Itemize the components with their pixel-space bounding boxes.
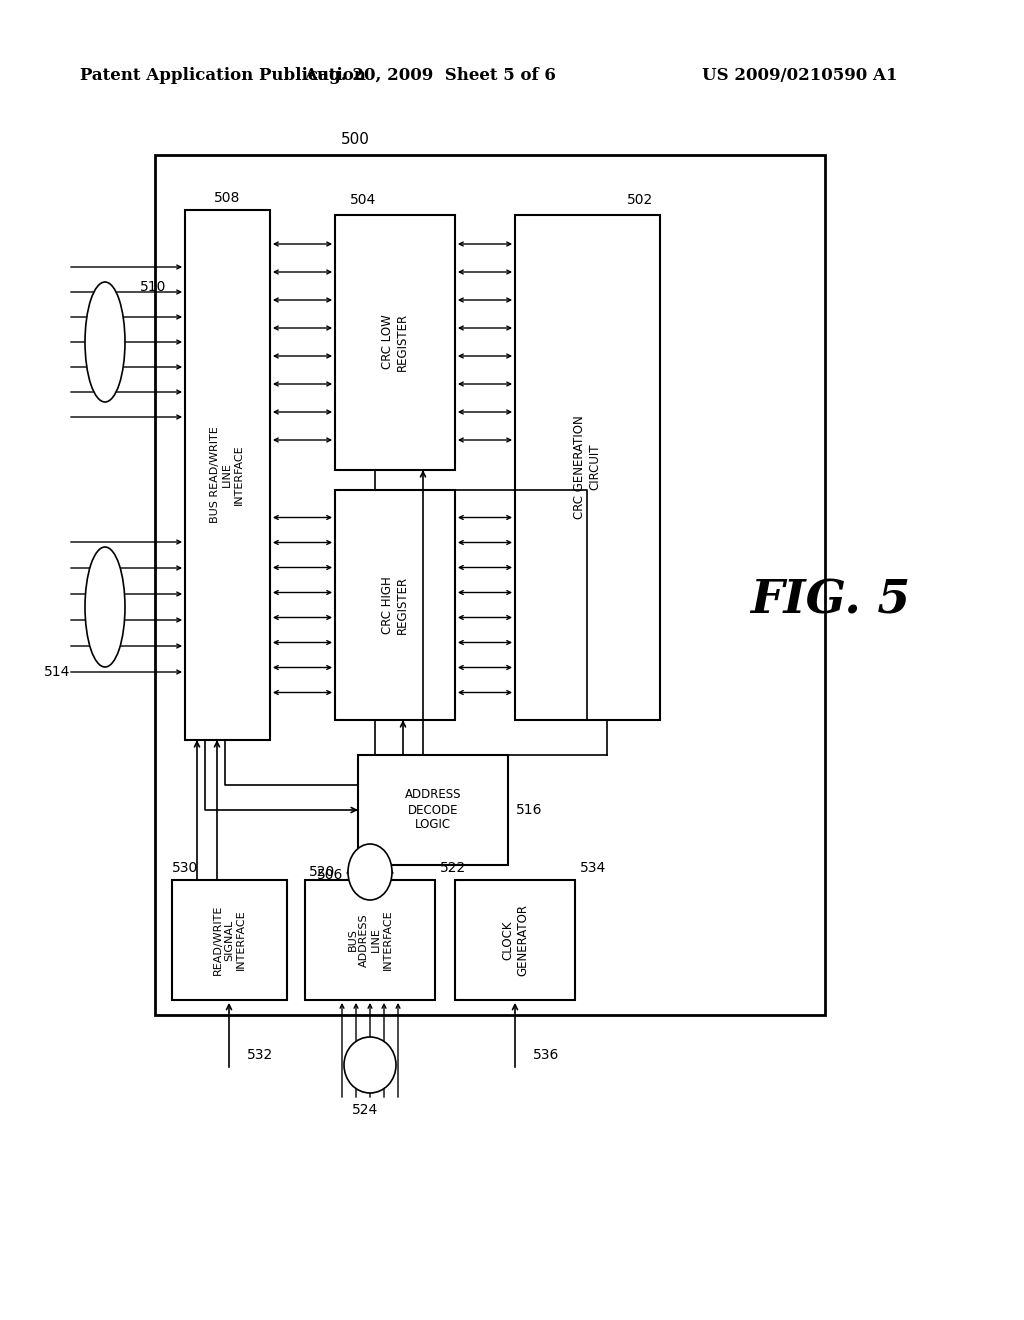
Ellipse shape bbox=[85, 546, 125, 667]
Text: 530: 530 bbox=[172, 861, 199, 875]
Text: CRC LOW
REGISTER: CRC LOW REGISTER bbox=[381, 313, 409, 371]
Text: 522: 522 bbox=[440, 861, 466, 875]
Text: 532: 532 bbox=[247, 1048, 273, 1063]
Text: BUS
ADDRESS
LINE
INTERFACE: BUS ADDRESS LINE INTERFACE bbox=[347, 909, 392, 970]
Bar bbox=[455, 880, 575, 1001]
Text: READ/WRITE
SIGNAL
INTERFACE: READ/WRITE SIGNAL INTERFACE bbox=[212, 904, 246, 975]
Bar bbox=[185, 210, 270, 741]
Text: 506: 506 bbox=[316, 869, 343, 882]
Text: Aug. 20, 2009  Sheet 5 of 6: Aug. 20, 2009 Sheet 5 of 6 bbox=[304, 66, 556, 83]
Bar bbox=[172, 880, 287, 1001]
Bar bbox=[335, 490, 455, 719]
Text: 500: 500 bbox=[341, 132, 370, 148]
Text: 516: 516 bbox=[516, 803, 543, 817]
Text: 514: 514 bbox=[44, 665, 70, 678]
Text: 504: 504 bbox=[350, 193, 376, 207]
Text: 536: 536 bbox=[534, 1048, 559, 1063]
Text: BUS READ/WRITE
LINE
INTERFACE: BUS READ/WRITE LINE INTERFACE bbox=[210, 426, 244, 523]
Bar bbox=[335, 215, 455, 470]
Text: 510: 510 bbox=[140, 280, 166, 294]
Text: Patent Application Publication: Patent Application Publication bbox=[80, 66, 366, 83]
Text: 534: 534 bbox=[580, 861, 606, 875]
Ellipse shape bbox=[85, 282, 125, 403]
Text: 502: 502 bbox=[627, 193, 653, 207]
Bar bbox=[155, 154, 825, 1015]
Bar bbox=[515, 215, 660, 719]
Text: ADDRESS
DECODE
LOGIC: ADDRESS DECODE LOGIC bbox=[404, 788, 461, 832]
Text: CLOCK
GENERATOR: CLOCK GENERATOR bbox=[501, 904, 529, 975]
Text: 520: 520 bbox=[309, 865, 335, 879]
Bar bbox=[358, 755, 508, 865]
Text: 508: 508 bbox=[214, 191, 241, 205]
Text: US 2009/0210590 A1: US 2009/0210590 A1 bbox=[702, 66, 898, 83]
Ellipse shape bbox=[344, 1038, 396, 1093]
Text: 524: 524 bbox=[352, 1104, 378, 1117]
Text: CRC HIGH
REGISTER: CRC HIGH REGISTER bbox=[381, 576, 409, 634]
Ellipse shape bbox=[348, 843, 392, 900]
Text: FIG. 5: FIG. 5 bbox=[750, 577, 910, 623]
Bar bbox=[305, 880, 435, 1001]
Text: CRC GENERATION
CIRCUIT: CRC GENERATION CIRCUIT bbox=[573, 414, 601, 519]
